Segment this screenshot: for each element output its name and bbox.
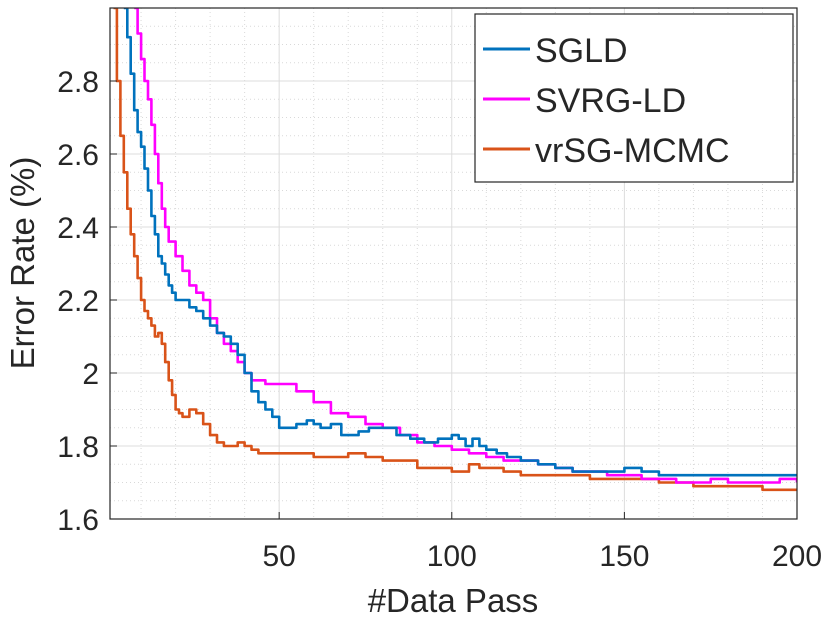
x-tick-label: 100 — [427, 540, 477, 573]
series-line-svrg-ld — [134, 8, 797, 484]
y-tick-label: 2 — [82, 358, 99, 391]
y-tick-label: 1.8 — [57, 431, 99, 464]
plot-frame — [109, 7, 798, 520]
x-tick-label: 150 — [599, 540, 649, 573]
y-tick-label: 2.2 — [57, 285, 99, 318]
series-layer — [113, 8, 797, 492]
y-tick-label: 2.8 — [57, 66, 99, 99]
legend-label-vrsg-mcmc: vrSG-MCMC — [535, 132, 730, 170]
y-tick-label: 1.6 — [57, 504, 99, 537]
y-tick-label: 2.4 — [57, 212, 99, 245]
x-tick-label: 50 — [262, 540, 295, 573]
series-line-sgld — [123, 8, 797, 477]
y-axis-label: Error Rate (%) — [4, 157, 41, 370]
y-tick-label: 2.6 — [57, 139, 99, 172]
x-axis-ticks: 50 100 150 200 — [262, 512, 822, 573]
y-axis-ticks: 1.6 1.8 2 2.2 2.4 2.6 2.8 — [57, 66, 117, 537]
legend-label-sgld: SGLD — [535, 32, 628, 70]
series-line-vrsg-mcmc — [113, 8, 797, 492]
x-tick-label: 200 — [772, 540, 822, 573]
legend-label-svrg-ld: SVRG-LD — [535, 82, 686, 120]
legend: SGLD SVRG-LD vrSG-MCMC — [474, 13, 794, 183]
x-axis-label: #Data Pass — [368, 582, 539, 617]
